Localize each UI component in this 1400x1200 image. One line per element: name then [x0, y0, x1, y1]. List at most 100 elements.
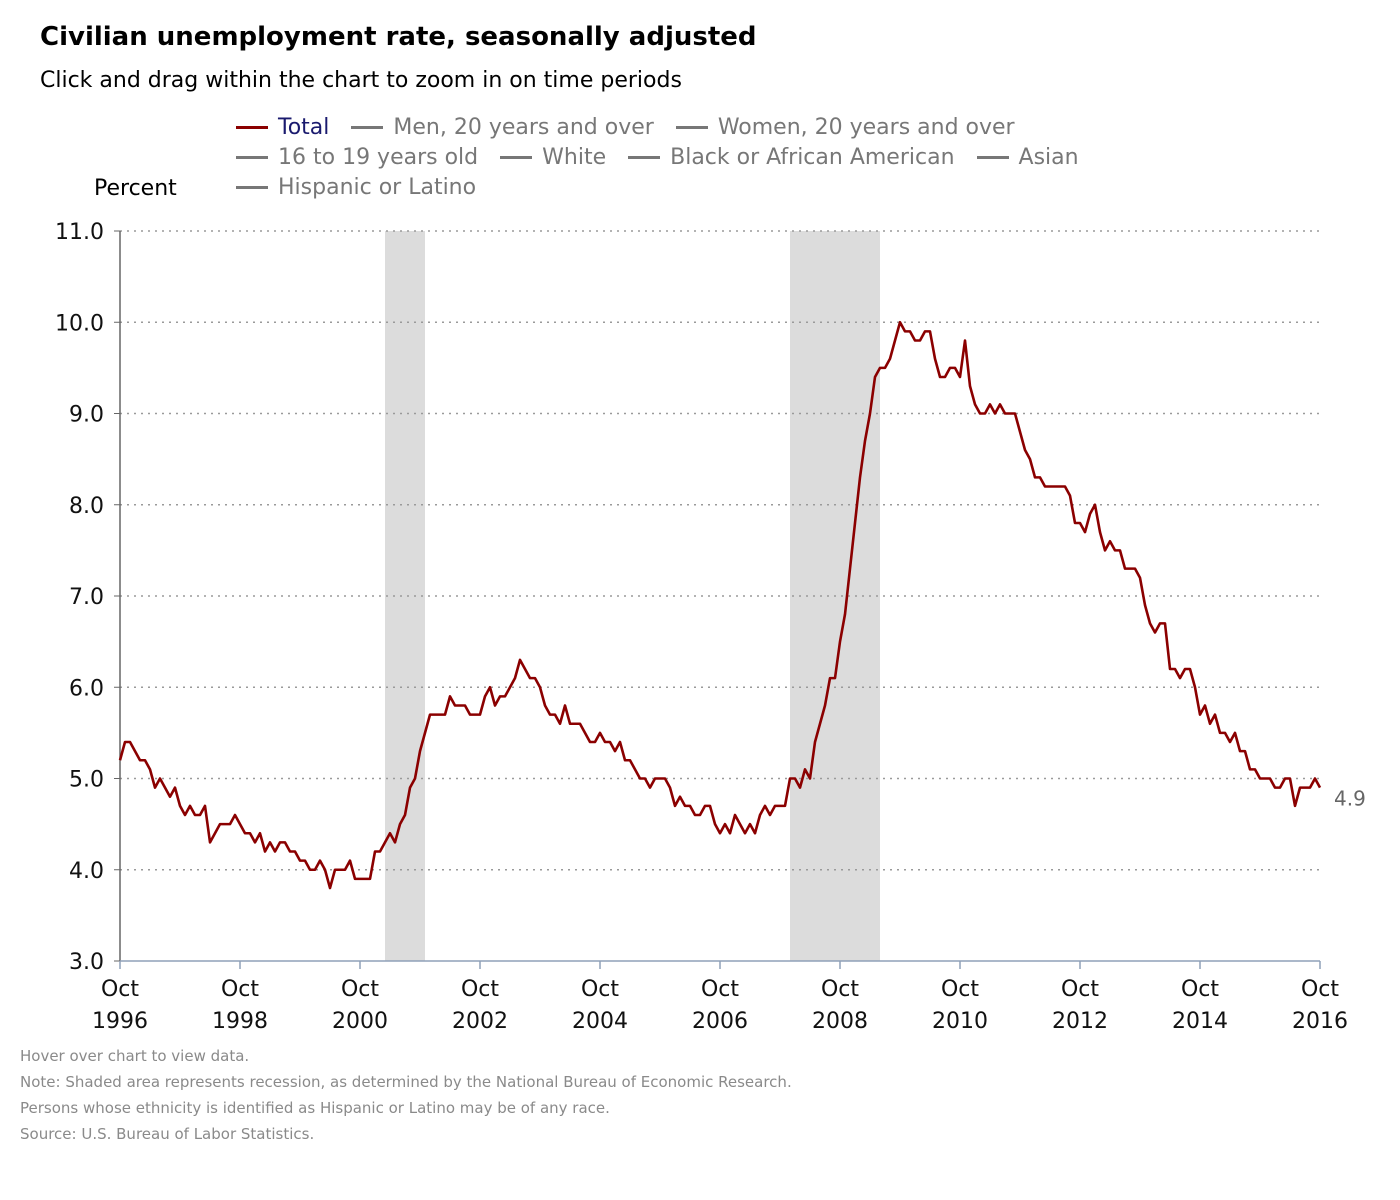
data-point[interactable]: [867, 411, 873, 417]
data-point[interactable]: [1187, 666, 1193, 672]
data-point[interactable]: [697, 812, 703, 818]
data-point[interactable]: [1172, 666, 1178, 672]
data-point[interactable]: [377, 849, 383, 855]
data-point[interactable]: [962, 338, 968, 344]
data-point[interactable]: [667, 785, 673, 791]
legend-item[interactable]: 16 to 19 years old: [236, 145, 478, 170]
data-point[interactable]: [232, 812, 238, 818]
data-point[interactable]: [802, 766, 808, 772]
data-point[interactable]: [857, 474, 863, 480]
data-point[interactable]: [632, 766, 638, 772]
data-point[interactable]: [607, 739, 613, 745]
data-point[interactable]: [1192, 684, 1198, 690]
data-point[interactable]: [612, 748, 618, 754]
data-point[interactable]: [892, 338, 898, 344]
data-point[interactable]: [327, 885, 333, 891]
data-point[interactable]: [322, 867, 328, 873]
data-point[interactable]: [712, 821, 718, 827]
data-point[interactable]: [1317, 785, 1323, 791]
data-point[interactable]: [1162, 620, 1168, 626]
data-point[interactable]: [732, 812, 738, 818]
data-point[interactable]: [887, 356, 893, 362]
data-point[interactable]: [392, 839, 398, 845]
data-point[interactable]: [442, 712, 448, 718]
data-point[interactable]: [1037, 474, 1043, 480]
data-point[interactable]: [1277, 785, 1283, 791]
data-point[interactable]: [1147, 620, 1153, 626]
data-point[interactable]: [422, 730, 428, 736]
data-point[interactable]: [737, 821, 743, 827]
data-point[interactable]: [1312, 776, 1318, 782]
data-point[interactable]: [382, 839, 388, 845]
data-point[interactable]: [227, 821, 233, 827]
data-point[interactable]: [387, 830, 393, 836]
data-point[interactable]: [792, 776, 798, 782]
data-point[interactable]: [187, 803, 193, 809]
data-point[interactable]: [487, 684, 493, 690]
data-point[interactable]: [762, 803, 768, 809]
legend-item[interactable]: White: [500, 145, 606, 170]
data-point[interactable]: [957, 374, 963, 380]
data-point[interactable]: [672, 803, 678, 809]
data-point[interactable]: [897, 319, 903, 325]
data-point[interactable]: [927, 328, 933, 334]
data-point[interactable]: [412, 776, 418, 782]
data-point[interactable]: [952, 365, 958, 371]
data-point[interactable]: [207, 839, 213, 845]
data-point[interactable]: [907, 328, 913, 334]
data-point[interactable]: [1027, 456, 1033, 462]
data-point[interactable]: [1097, 529, 1103, 535]
data-point[interactable]: [727, 830, 733, 836]
data-point[interactable]: [447, 693, 453, 699]
data-point[interactable]: [1267, 776, 1273, 782]
data-point[interactable]: [1062, 484, 1068, 490]
data-point[interactable]: [262, 849, 268, 855]
data-point[interactable]: [282, 839, 288, 845]
data-point[interactable]: [707, 803, 713, 809]
data-point[interactable]: [237, 821, 243, 827]
data-point[interactable]: [717, 830, 723, 836]
data-point[interactable]: [1202, 703, 1208, 709]
data-point[interactable]: [517, 657, 523, 663]
data-point[interactable]: [882, 365, 888, 371]
data-point[interactable]: [842, 611, 848, 617]
data-point[interactable]: [417, 748, 423, 754]
data-point[interactable]: [157, 776, 163, 782]
data-point[interactable]: [462, 703, 468, 709]
data-point[interactable]: [997, 401, 1003, 407]
data-point[interactable]: [132, 748, 138, 754]
data-point[interactable]: [152, 785, 158, 791]
legend-item[interactable]: Black or African American: [628, 145, 955, 170]
data-point[interactable]: [1107, 538, 1113, 544]
data-point[interactable]: [492, 703, 498, 709]
data-point[interactable]: [147, 766, 153, 772]
data-point[interactable]: [1087, 511, 1093, 517]
data-point[interactable]: [1022, 447, 1028, 453]
data-point[interactable]: [817, 721, 823, 727]
data-point[interactable]: [302, 858, 308, 864]
data-point[interactable]: [847, 566, 853, 572]
data-point[interactable]: [1152, 630, 1158, 636]
data-point[interactable]: [1082, 529, 1088, 535]
data-point[interactable]: [1232, 730, 1238, 736]
data-point[interactable]: [822, 703, 828, 709]
data-point[interactable]: [397, 821, 403, 827]
data-point[interactable]: [642, 776, 648, 782]
data-point[interactable]: [687, 803, 693, 809]
data-point[interactable]: [212, 830, 218, 836]
data-point[interactable]: [1292, 803, 1298, 809]
data-point[interactable]: [967, 383, 973, 389]
data-point[interactable]: [202, 803, 208, 809]
data-point[interactable]: [662, 776, 668, 782]
data-point[interactable]: [647, 785, 653, 791]
data-point[interactable]: [142, 757, 148, 763]
data-point[interactable]: [1222, 730, 1228, 736]
data-point[interactable]: [872, 374, 878, 380]
data-point[interactable]: [522, 666, 528, 672]
data-point[interactable]: [482, 693, 488, 699]
data-point[interactable]: [1137, 575, 1143, 581]
data-point[interactable]: [177, 803, 183, 809]
data-point[interactable]: [532, 675, 538, 681]
data-point[interactable]: [592, 739, 598, 745]
data-point[interactable]: [917, 338, 923, 344]
